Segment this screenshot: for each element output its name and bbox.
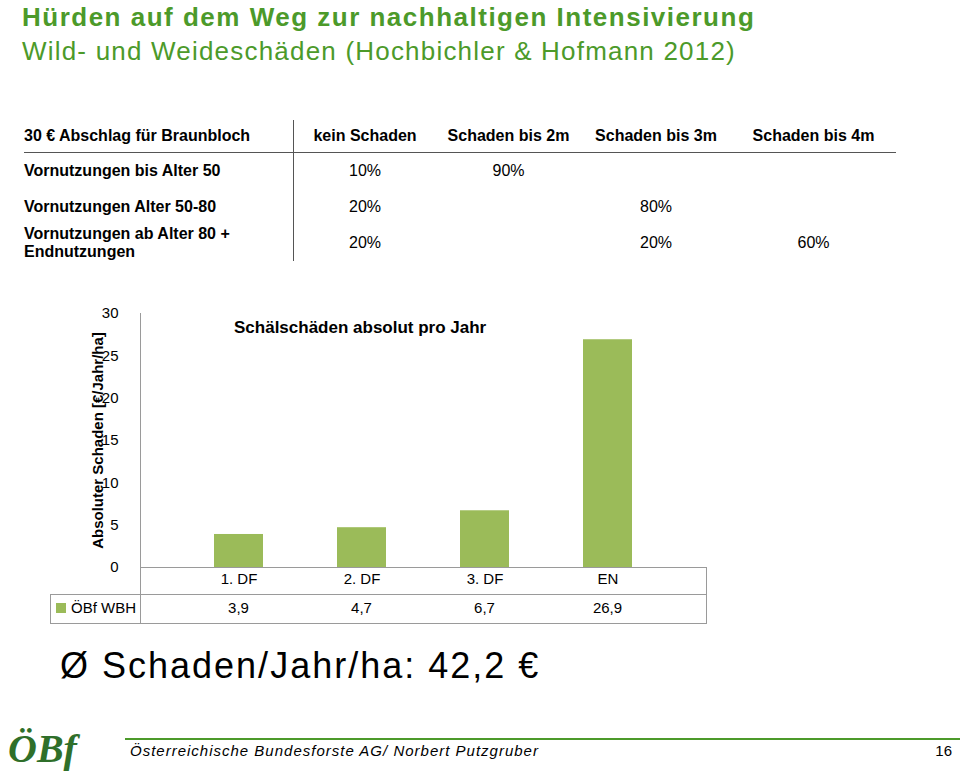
html-text:26,9: 26,9 [592, 599, 623, 616]
html-text:30 € Abschlag für Braunbloch: 30 € Abschlag für Braunbloch [24, 127, 251, 144]
svg-text:EN: EN [598, 570, 619, 587]
html-text:20%: 20% [640, 234, 672, 251]
svg-text:15: 15 [101, 431, 119, 449]
svg-text:2. DF: 2. DF [344, 570, 381, 587]
html-text:Wild- und Weideschäden (Hochbi: Wild- und Weideschäden (Hochbichler & Ho… [22, 36, 736, 66]
svg-text:0: 0 [110, 558, 118, 575]
svg-text:25: 25 [101, 346, 119, 364]
html-text:Vornutzungen bis Alter 50: Vornutzungen bis Alter 50 [24, 162, 221, 179]
html-text:Schaden bis 3m: Schaden bis 3m [595, 127, 717, 144]
html-text:kein Schaden: kein Schaden [313, 127, 417, 144]
html-text:60%: 60% [797, 234, 830, 251]
svg-text:10: 10 [101, 473, 119, 491]
html-text:20%: 20% [349, 234, 381, 251]
svg-text:3. DF: 3. DF [467, 570, 504, 587]
html-text:3,9: 3,9 [228, 599, 249, 616]
html-text:10%: 10% [349, 162, 381, 179]
html-text:Schälschäden absolut pro Jahr: Schälschäden absolut pro Jahr [234, 318, 487, 337]
html-text:Österreichische Bundesforste A: Österreichische Bundesforste AG/ Norbert… [130, 742, 539, 759]
html-text:80%: 80% [640, 198, 672, 215]
html-text:90%: 90% [492, 162, 525, 179]
svg-text:20: 20 [101, 389, 119, 406]
html-text:Vornutzungen ab Alter 80 + End: Vornutzungen ab Alter 80 + Endnutzungen [24, 225, 230, 260]
svg-text:30: 30 [102, 304, 119, 321]
html-text:20%: 20% [349, 198, 381, 215]
svg-text:1. DF: 1. DF [221, 570, 258, 587]
svg-text:5: 5 [110, 516, 118, 533]
html-text:ÖBf WBH: ÖBf WBH [71, 599, 136, 616]
html-text:4,7: 4,7 [351, 599, 372, 616]
html-text:Vornutzungen Alter 50-80: Vornutzungen Alter 50-80 [24, 198, 216, 215]
html-text:Ø Schaden/Jahr/ha: 42,2 €: Ø Schaden/Jahr/ha: 42,2 € [60, 645, 541, 686]
html-text:6,7: 6,7 [474, 599, 495, 616]
html-text:Schaden bis 4m: Schaden bis 4m [752, 127, 875, 144]
svg-text:Absoluter Schaden [€/Jahr/ha]: Absoluter Schaden [€/Jahr/ha] [89, 332, 106, 549]
html-text:16: 16 [935, 742, 952, 759]
html-text:Schaden bis 2m: Schaden bis 2m [447, 127, 570, 144]
html-text:Hürden auf dem Weg zur nachhal: Hürden auf dem Weg zur nachhaltigen Inte… [22, 2, 756, 32]
html-text:ÖBf: ÖBf [8, 726, 77, 771]
